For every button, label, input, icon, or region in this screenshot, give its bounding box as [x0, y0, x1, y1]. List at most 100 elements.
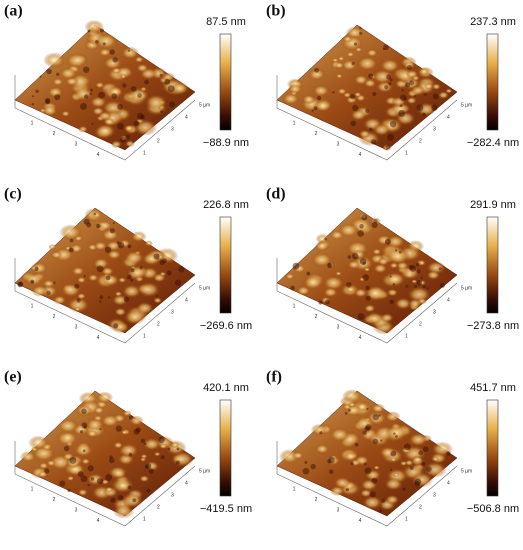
base-frame — [276, 99, 458, 161]
surface-pit — [143, 442, 147, 446]
surface-pit — [53, 281, 56, 284]
surface-pit — [324, 299, 330, 305]
surface-pit — [87, 465, 94, 472]
x-tick-label: 1 — [143, 516, 146, 522]
panel: (f) 1 2 3 4 1 2 3 4 5 µm 451.7 nm −506.8 nm — [266, 369, 519, 527]
surface-pit — [362, 430, 367, 435]
y-tick-label: 3 — [337, 508, 340, 514]
surface-grain — [426, 270, 441, 280]
surface-grain — [140, 453, 148, 459]
scale-max: 291.9 nm — [470, 199, 516, 211]
surface-grain — [92, 257, 110, 270]
surface-grain — [102, 273, 120, 287]
surface-grain — [355, 47, 363, 53]
surface-grain — [411, 279, 418, 284]
surface-grain — [356, 55, 379, 72]
base-frame — [14, 282, 196, 344]
surface-grain — [121, 492, 144, 509]
surface-pit — [34, 266, 39, 272]
surface-pit — [31, 102, 35, 106]
surface-grain — [28, 435, 49, 450]
surface-pit — [438, 267, 442, 271]
color-bar — [219, 33, 232, 131]
surface-pit — [399, 104, 403, 108]
surface-pit — [45, 99, 51, 105]
surface-pit — [392, 283, 396, 286]
surface-grain — [386, 248, 410, 265]
surface-grain — [110, 140, 122, 149]
surface-grain — [385, 494, 400, 505]
base-frame — [14, 99, 196, 161]
surface-pit — [46, 290, 51, 296]
surface-grain — [373, 465, 380, 470]
surface-grain — [43, 52, 66, 68]
surface-grain — [76, 276, 87, 284]
surface-pit — [405, 284, 409, 288]
surface-pit — [347, 255, 352, 259]
surface-pit — [89, 88, 93, 92]
surface-pit — [83, 274, 86, 278]
surface-grain — [120, 46, 140, 60]
surface-pit — [409, 265, 417, 272]
surface-pit — [126, 274, 132, 280]
panel: (d) 1 2 3 4 1 2 3 4 5 µm 291.9 nm −273.8 nm — [266, 186, 519, 344]
surface-pit — [310, 463, 316, 470]
surface-pit — [404, 97, 407, 101]
surface-grain — [101, 266, 115, 276]
surface-grain — [100, 414, 120, 428]
surface-pit — [112, 57, 118, 63]
surface-grain — [350, 109, 367, 121]
surface-pit — [324, 237, 328, 241]
surface-pit — [413, 94, 417, 97]
surface-pit — [105, 474, 113, 481]
surface-pit — [369, 127, 373, 132]
surface-pit — [102, 42, 106, 46]
surface-pit — [401, 89, 404, 92]
surface-pit — [416, 269, 421, 274]
surface-grain — [61, 110, 71, 117]
surface-pit — [390, 450, 397, 457]
surface-grain — [292, 451, 304, 460]
surface-pit — [159, 259, 165, 265]
x-tick-label: 5 µm — [461, 468, 472, 474]
surface-pit — [344, 412, 348, 415]
surface-pit — [302, 467, 310, 475]
surface-pit — [81, 422, 88, 428]
surface-pit — [368, 73, 374, 79]
surface-grain — [86, 429, 98, 438]
surface-pit — [83, 94, 89, 99]
surface-grain — [445, 88, 453, 94]
surface-grain — [94, 33, 118, 50]
surface-pit — [46, 68, 52, 75]
x-tick-label: 3 — [433, 492, 436, 498]
surface-grain — [97, 220, 113, 231]
surface-grain — [19, 451, 37, 463]
surface-pit — [30, 279, 35, 284]
surface-pit — [431, 104, 438, 111]
surface-pit — [359, 31, 363, 35]
surface-pit — [54, 94, 61, 101]
surface-grain — [346, 51, 355, 58]
surface-pit — [135, 427, 141, 433]
surface-grain — [314, 99, 332, 112]
surface-pit — [159, 73, 163, 77]
surface-grain — [337, 56, 345, 62]
surface-pit — [96, 265, 104, 273]
surface-pit — [107, 296, 111, 299]
x-tick-label: 3 — [171, 126, 174, 132]
surface-pit — [405, 82, 411, 88]
surface-grain — [399, 460, 408, 466]
surface-pit — [384, 85, 389, 90]
surface-pit — [69, 238, 74, 243]
surface-pit — [117, 495, 124, 501]
surface-pit — [69, 457, 77, 464]
y-tick-label: 4 — [359, 335, 362, 341]
surface-pit — [155, 294, 158, 297]
x-tick-label: 4 — [185, 480, 188, 486]
surface-grain — [379, 58, 400, 73]
panel-label: (f) — [266, 369, 282, 386]
surface-pit — [403, 443, 411, 451]
surface-pit — [365, 295, 371, 301]
y-tick-label: 3 — [337, 325, 340, 331]
surface-pit — [352, 104, 359, 111]
